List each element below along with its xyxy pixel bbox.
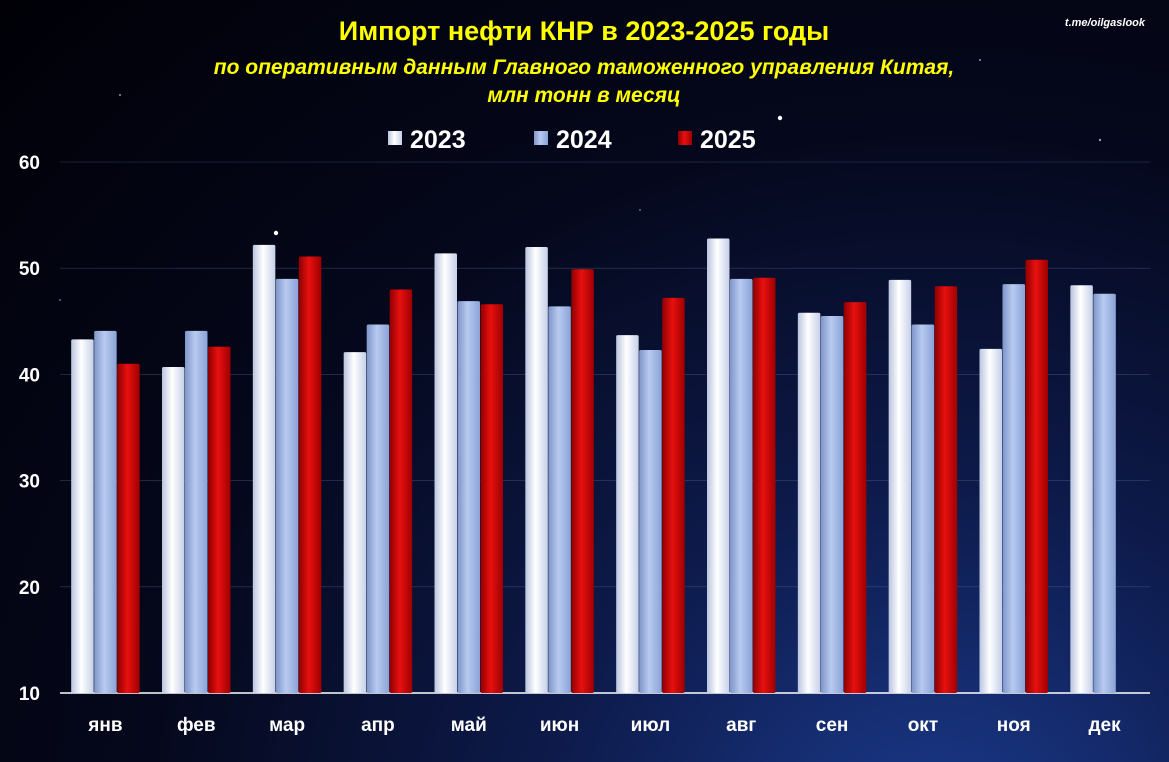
bars [71, 238, 1116, 694]
y-tick-label: 20 [19, 578, 40, 599]
bar-2025-июн [571, 269, 594, 693]
legend-swatch-2024 [534, 131, 548, 145]
bar-2024-фев [185, 330, 208, 693]
bar-2023-ноя [979, 348, 1002, 693]
x-axis: янв фев мар апр май июн июл авг сен окт ноя дек [87, 715, 1121, 736]
x-tick-label: фев [177, 715, 216, 736]
bar-2025-окт [934, 286, 958, 693]
bar-2023-май [434, 253, 457, 693]
x-tick-label: июн [540, 715, 579, 736]
bar-2024-май [457, 301, 480, 693]
bar-2023-апр [343, 352, 367, 693]
y-tick-label: 60 [19, 153, 40, 174]
bar-2025-июл [662, 297, 685, 693]
bar-2025-сен [843, 302, 867, 693]
bar-2023-авг [707, 238, 730, 694]
legend-label-2024: 2024 [556, 126, 612, 154]
bar-2024-июл [639, 349, 662, 693]
bar-2025-мар [298, 256, 322, 693]
bar-2025-май [480, 304, 503, 693]
bar-2023-июл [616, 335, 639, 693]
bar-2024-окт [911, 324, 935, 693]
bar-2023-мар [252, 244, 276, 693]
x-tick-label: мар [269, 715, 305, 736]
legend-swatch-2025 [678, 131, 692, 145]
bar-2024-апр [366, 324, 390, 693]
bar-2023-дек [1070, 285, 1093, 693]
y-tick-label: 50 [19, 259, 40, 280]
y-tick-label: 30 [19, 472, 40, 493]
legend: 2023 2024 2025 [388, 126, 756, 154]
gridlines [60, 161, 1150, 588]
chart-title: Импорт нефти КНР в 2023-2025 годы [339, 16, 829, 46]
bar-2024-ноя [1002, 284, 1025, 693]
x-tick-label: ноя [997, 715, 1031, 736]
x-tick-label: окт [908, 715, 938, 736]
bar-2023-янв [71, 339, 94, 693]
background-stars [59, 59, 1102, 301]
bar-2023-сен [797, 312, 821, 693]
x-tick-label: апр [361, 715, 395, 736]
bar-2025-фев [208, 346, 231, 693]
legend-label-2023: 2023 [410, 126, 466, 154]
x-tick-label: авг [726, 715, 756, 736]
bar-2024-авг [730, 278, 753, 693]
bar-2024-янв [94, 330, 117, 693]
x-tick-label: дек [1089, 715, 1122, 736]
bar-2024-июн [548, 306, 571, 693]
chart-subtitle-line-2: млн тонн в месяц [487, 84, 680, 107]
bar-2025-апр [389, 289, 413, 693]
bar-2024-дек [1093, 293, 1116, 693]
y-axis: 10 20 30 40 50 60 [19, 153, 1150, 705]
legend-swatch-2023 [388, 131, 402, 145]
source-label: t.me/oilgaslook [1065, 17, 1146, 29]
x-tick-label: май [451, 715, 487, 736]
bar-2024-сен [820, 315, 844, 693]
y-tick-label: 10 [19, 684, 40, 705]
y-tick-label: 40 [19, 365, 40, 386]
bar-2025-ноя [1025, 259, 1048, 693]
x-tick-label: июл [631, 715, 671, 736]
bar-2025-авг [753, 277, 776, 693]
chart-subtitle-line-1: по оперативным данным Главного таможенно… [214, 56, 955, 79]
bar-2023-фев [162, 366, 185, 693]
bar-2025-янв [117, 363, 140, 693]
legend-label-2025: 2025 [700, 126, 756, 154]
x-tick-label: сен [816, 715, 849, 736]
bar-2023-окт [888, 279, 912, 693]
x-tick-label: янв [87, 715, 122, 736]
bar-2023-июн [525, 246, 548, 693]
bar-2024-мар [275, 278, 299, 693]
